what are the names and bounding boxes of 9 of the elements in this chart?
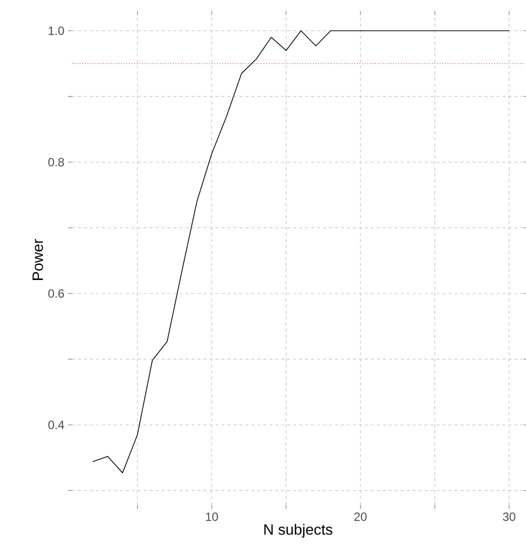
y-tick-label: 0.6	[48, 289, 64, 298]
x-tick-label: 30	[502, 512, 516, 521]
x-tick-label: 10	[206, 512, 218, 521]
x-axis-title: N subjects	[264, 524, 332, 538]
y-tick-label: 0.4	[48, 420, 64, 430]
y-axis-title: Power	[32, 239, 44, 280]
x-tick-label: 20	[354, 512, 367, 521]
y-tick-label: 1.0	[48, 26, 64, 35]
y-tick-label: 0.8	[48, 158, 64, 166]
